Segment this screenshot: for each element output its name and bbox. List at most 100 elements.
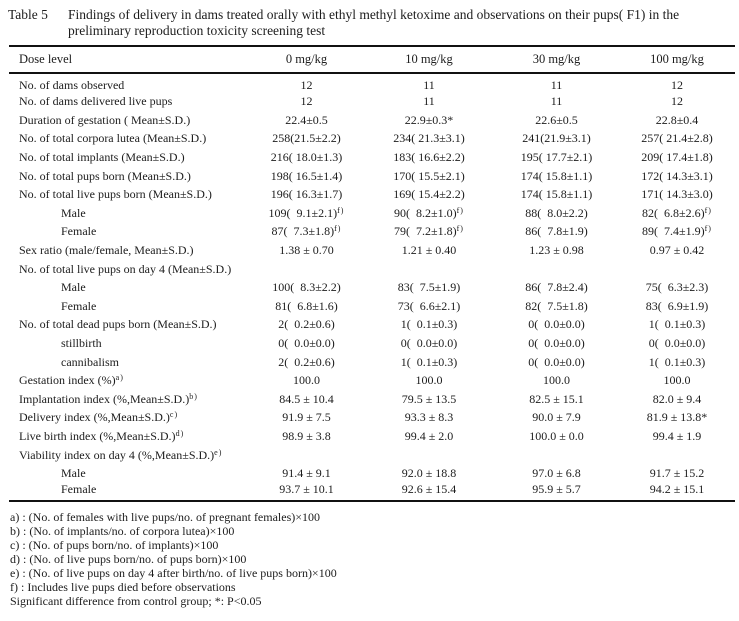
cell-value: 81.9 ± 13.8* (646, 410, 708, 425)
row-label: No. of dams observed (19, 78, 125, 92)
cell-value: 82( 7.5±1.8) (525, 298, 588, 313)
cell-value (364, 445, 494, 464)
cell-value (619, 259, 735, 278)
row-label: Gestation index (%)a) (19, 373, 124, 388)
cell-value: 100.0 (415, 373, 443, 388)
row-label: Male (61, 466, 86, 481)
footnote-line: Significant difference from control grou… (10, 593, 262, 608)
column-header-10mg: 10 mg/kg (405, 52, 453, 66)
table-row: cannibalism 2( 0.2±0.6) 1( 0.1±0.3) 0( 0.0±… (9, 352, 735, 371)
cell-value: 11 (550, 94, 563, 109)
cell-value: 12 (300, 94, 313, 109)
table-row: Delivery index (%,Mean±S.D.)c) 91.9 ± 7.5… (9, 408, 735, 427)
cell-value: 12 (671, 94, 683, 109)
data-table: Dose level 0 mg/kg 10 mg/kg 30 mg/kg 100… (9, 45, 735, 503)
table-row: No. of total pups born (Mean±S.D.) 198( 1… (9, 166, 735, 185)
cell-value: 0.97 ± 0.42 (649, 243, 705, 258)
table-row: Sex ratio (male/female, Mean±S.D.) 1.38 ±… (9, 241, 735, 260)
header-row: Dose level 0 mg/kg 10 mg/kg 30 mg/kg 100… (9, 46, 735, 73)
footnote-marker: f) (334, 224, 342, 234)
row-label: stillbirth (61, 336, 102, 351)
cell-value: 81( 6.8±1.6) (275, 298, 338, 313)
row-label: Delivery index (%,Mean±S.D.)c) (19, 410, 179, 425)
cell-value: 99.4 ± 1.9 (652, 428, 702, 443)
footnote-marker: f) (337, 205, 345, 215)
cell-value: 12 (300, 78, 313, 92)
cell-value: 172( 14.3±3.1) (641, 168, 713, 183)
cell-value: 1( 0.1±0.3) (400, 354, 458, 369)
cell-value: 209( 17.4±1.8) (641, 150, 713, 165)
cell-value: 11 (423, 78, 435, 92)
column-header-100mg: 100 mg/kg (650, 52, 704, 66)
table-row: No. of dams delivered live pups 12 11 11 12 (9, 92, 735, 111)
cell-value: 92.6 ± 15.4 (401, 482, 457, 497)
cell-value: 91.7 ± 15.2 (649, 466, 705, 481)
footnote-marker: e) (214, 447, 223, 457)
cell-value: 99.4 ± 2.0 (404, 428, 454, 443)
cell-value: 91.4 ± 9.1 (282, 466, 331, 481)
cell-value: 241(21.9±3.1) (522, 131, 591, 146)
cell-value: 97.0 ± 6.8 (532, 466, 581, 481)
cell-value: 195( 17.7±2.1) (520, 150, 593, 165)
cell-value: 258(21.5±2.2) (272, 131, 341, 146)
cell-value: 174( 15.8±1.1) (520, 187, 593, 202)
cell-value: 100.0 (293, 373, 320, 388)
table-row: Duration of gestation ( Mean±S.D.) 22.4±0… (9, 111, 735, 130)
cell-value: 22.6±0.5 (535, 112, 578, 127)
footnote-line: b) : (No. of implants/no. of corpora lut… (10, 524, 235, 539)
table-caption: Findings of delivery in dams treated ora… (68, 7, 680, 38)
cell-value: 100.0 ± 0.0 (529, 428, 584, 443)
cell-value (249, 445, 364, 464)
cell-value: 95.9 ± 5.7 (532, 482, 581, 497)
row-label: No. of total pups born (Mean±S.D.) (19, 168, 191, 183)
footnote-marker: f) (456, 224, 464, 234)
cell-value (619, 445, 735, 464)
cell-value: 92.0 ± 18.8 (401, 466, 457, 481)
table-row: Male 109( 9.1±2.1)f) 90( 8.2±1.0)f) 88( 8.0… (9, 204, 735, 223)
row-label: No. of total corpora lutea (Mean±S.D.) (19, 131, 207, 146)
row-label: Male (61, 205, 86, 220)
cell-value: 171( 14.3±3.0) (641, 187, 713, 202)
cell-value: 93.7 ± 10.1 (279, 482, 334, 497)
cell-value: 22.4±0.5 (285, 112, 328, 127)
cell-value: 234( 21.3±3.1) (393, 131, 465, 146)
cell-value: 100.0 (543, 373, 570, 388)
cell-value: 90( 8.2±1.0)f) (394, 205, 464, 220)
cell-value: 93.3 ± 8.3 (404, 410, 454, 425)
table-row: Female 93.7 ± 10.1 92.6 ± 15.4 95.9 ± 5.7 94… (9, 482, 735, 501)
cell-value: 82.0 ± 9.4 (652, 391, 702, 406)
cell-value: 1( 0.1±0.3) (400, 317, 458, 332)
row-label: No. of total live pups on day 4 (Mean±S.… (19, 261, 232, 276)
cell-value: 86( 7.8±1.9) (525, 224, 588, 239)
cell-value: 0( 0.0±0.0) (400, 336, 458, 351)
cell-value: 257( 21.4±2.8) (641, 131, 713, 146)
column-header-0mg: 0 mg/kg (285, 52, 328, 66)
cell-value (494, 259, 619, 278)
row-label: No. of dams delivered live pups (19, 94, 173, 109)
cell-value: 94.2 ± 15.1 (649, 482, 705, 497)
cell-value: 0( 0.0±0.0) (528, 336, 585, 351)
row-label: Female (61, 482, 97, 497)
row-label: Female (61, 224, 97, 239)
table-row: Implantation index (%,Mean±S.D.)b) 84.5 ±… (9, 390, 735, 409)
cell-value: 12 (671, 78, 683, 92)
footnote-marker: a) (115, 373, 124, 383)
cell-value: 83( 7.5±1.9) (397, 280, 461, 295)
cell-value: 22.8±0.4 (655, 112, 699, 127)
cell-value (494, 445, 619, 464)
cell-value: 198( 16.5±1.4) (270, 168, 343, 183)
column-header-30mg: 30 mg/kg (532, 52, 581, 66)
cell-value: 1( 0.1±0.3) (648, 354, 706, 369)
cell-value: 183( 16.6±2.2) (393, 150, 465, 165)
row-label: Live birth index (%,Mean±S.D.)d) (19, 428, 185, 443)
row-label: Viability index on day 4 (%,Mean±S.D.)e) (19, 447, 223, 462)
table-row: No. of total corpora lutea (Mean±S.D.) 25… (9, 129, 735, 148)
row-label: Female (61, 298, 97, 313)
cell-value: 0( 0.0±0.0) (648, 336, 706, 351)
row-label: No. of total implants (Mean±S.D.) (19, 150, 185, 165)
cell-value: 109( 9.1±2.1)f) (268, 205, 345, 220)
cell-value: 75( 6.3±2.3) (645, 280, 709, 295)
cell-value: 0( 0.0±0.0) (528, 354, 585, 369)
cell-value: 11 (550, 78, 563, 92)
